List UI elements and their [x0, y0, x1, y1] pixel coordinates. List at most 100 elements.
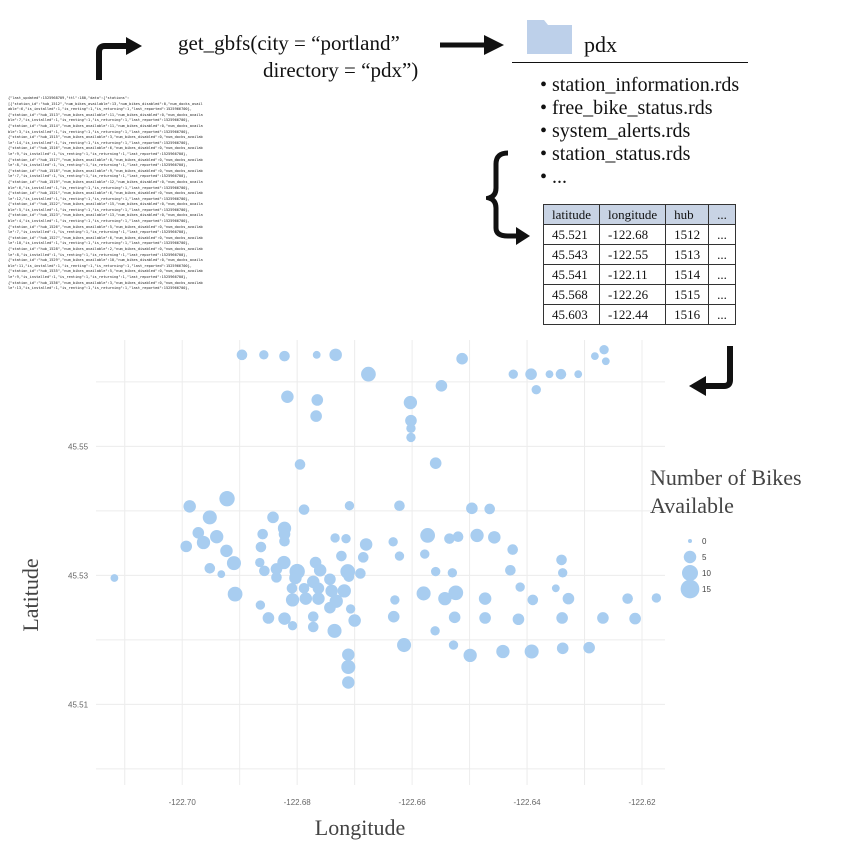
station-point — [307, 621, 319, 633]
station-point — [355, 568, 366, 579]
folder-icon — [527, 20, 572, 54]
x-tick-label: -122.62 — [628, 798, 656, 807]
file-item: free_bike_status.rds — [540, 97, 739, 120]
table-row: 45.543 -122.55 1513... — [543, 244, 736, 265]
station-point — [110, 574, 119, 582]
station-point — [590, 352, 599, 361]
station-point — [307, 611, 319, 622]
json-response: {"last_updated":1525968709,"ttl":180,"da… — [8, 96, 203, 291]
station-point — [456, 352, 468, 365]
return-arrow-icon — [689, 346, 733, 396]
station-point — [299, 592, 313, 605]
station-point — [551, 584, 560, 593]
legend-label: 5 — [702, 553, 707, 562]
x-axis-ticks: -122.70 -122.68 -122.66 -122.64 -122.62 — [169, 798, 656, 807]
station-point — [219, 490, 235, 507]
station-point — [435, 379, 448, 392]
station-point — [329, 348, 342, 362]
table-row: 45.541 -122.11 1514... — [543, 264, 736, 285]
station-point — [420, 528, 436, 543]
station-point — [488, 531, 501, 544]
function-call-line1: get_gbfs(city = “portland” — [178, 31, 400, 55]
station-point — [220, 544, 233, 558]
folder-divider — [512, 62, 748, 63]
table-cell: 1514 — [665, 264, 710, 285]
column-header: hub — [665, 204, 710, 225]
station-point — [394, 500, 405, 512]
function-call-line2: directory = “pdx”) — [263, 58, 419, 82]
station-point — [259, 565, 270, 577]
station-point — [345, 604, 356, 614]
station-point — [496, 644, 510, 659]
x-tick-label: -122.66 — [399, 798, 427, 807]
bracket-arrow-icon — [486, 150, 530, 245]
station-point — [311, 394, 324, 406]
station-point — [444, 533, 455, 544]
bent-arrow-icon — [96, 37, 142, 80]
data-table: latitude longitude hub ... 45.521 -122.68… — [543, 204, 736, 325]
station-point — [313, 563, 327, 577]
station-point — [294, 459, 306, 470]
station-point — [388, 537, 398, 547]
station-point — [397, 638, 412, 653]
station-point — [470, 528, 484, 543]
file-item: system_alerts.rds — [540, 120, 739, 143]
station-point — [599, 344, 609, 355]
legend-title-line2: Available — [650, 493, 734, 518]
station-point — [361, 366, 376, 382]
station-point — [279, 350, 290, 362]
table-cell: ... — [708, 264, 736, 285]
station-point — [466, 502, 478, 515]
column-header: longitude — [598, 204, 667, 225]
station-point — [196, 535, 211, 550]
station-point — [180, 540, 193, 553]
table-cell: -122.68 — [598, 224, 667, 245]
function-call: get_gbfs(city = “portland” directory = “p… — [178, 30, 418, 84]
station-point — [324, 601, 336, 614]
station-point — [278, 612, 291, 625]
station-point — [286, 583, 298, 594]
station-point — [183, 500, 196, 513]
station-point — [531, 384, 541, 395]
station-point — [555, 368, 567, 380]
station-point — [210, 530, 224, 544]
column-header: latitude — [543, 204, 600, 225]
legend-key — [681, 564, 699, 582]
station-point — [545, 370, 554, 379]
station-point — [390, 595, 400, 605]
station-point — [562, 592, 575, 605]
station-point — [629, 612, 641, 625]
station-point — [463, 648, 477, 663]
table-cell: 45.541 — [543, 264, 600, 285]
table-cell: ... — [708, 244, 736, 265]
table-cell: 45.568 — [543, 284, 600, 305]
y-tick-label: 45.55 — [68, 442, 89, 451]
table-cell: ... — [708, 284, 736, 305]
station-point — [348, 614, 361, 627]
y-tick-label: 45.51 — [68, 700, 89, 709]
station-points — [110, 344, 662, 689]
legend-label: 15 — [702, 585, 711, 594]
legend-key — [688, 539, 692, 543]
station-point — [325, 584, 338, 598]
file-list: station_information.rds free_bike_status… — [540, 74, 739, 189]
station-point — [484, 503, 495, 515]
legend-key — [683, 550, 697, 564]
station-point — [342, 648, 355, 661]
station-point — [226, 556, 241, 571]
station-point — [406, 423, 416, 434]
table-header-row: latitude longitude hub ... — [543, 204, 736, 225]
station-point — [394, 551, 405, 561]
station-point — [217, 570, 226, 579]
table-row: 45.603 -122.44 1516... — [543, 304, 736, 325]
station-point — [430, 566, 441, 577]
station-point — [420, 549, 430, 559]
column-header: ... — [708, 204, 736, 225]
station-point — [298, 504, 310, 515]
station-point — [512, 613, 525, 626]
station-point — [478, 592, 492, 605]
table-cell: ... — [708, 304, 736, 325]
station-point — [312, 350, 321, 359]
station-point — [236, 349, 248, 361]
station-point — [285, 593, 300, 607]
